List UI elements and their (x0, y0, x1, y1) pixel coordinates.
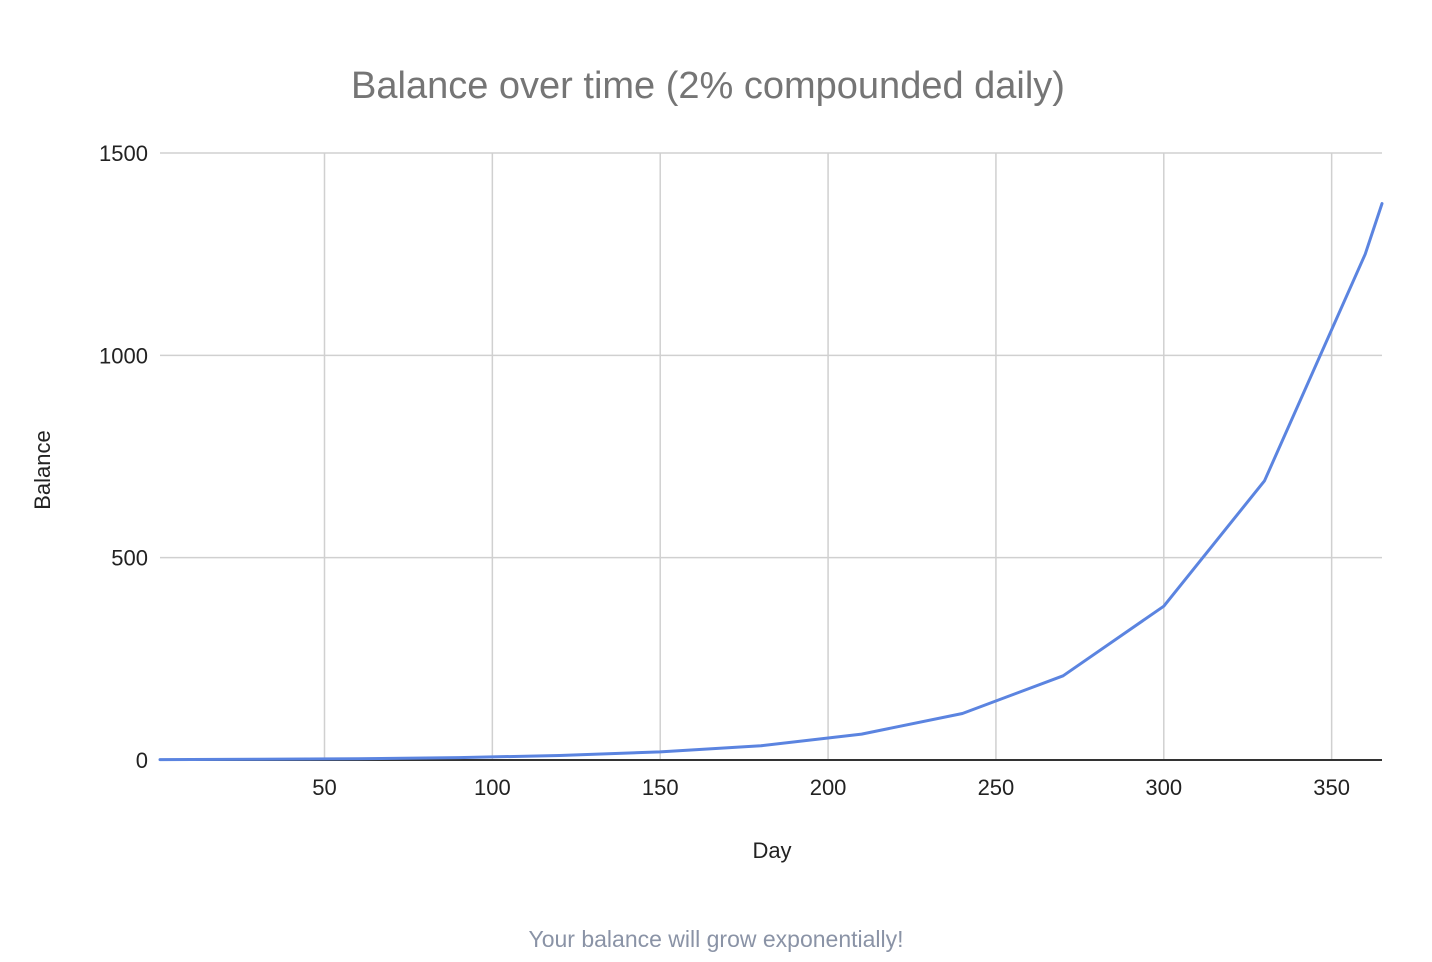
series-group (158, 202, 1384, 762)
y-tick-labels: 0 500 1000 1500 (99, 141, 148, 773)
chart-title: Balance over time (2% compounded daily) (351, 65, 1065, 107)
x-tick-250: 250 (978, 775, 1015, 800)
x-tick-300: 300 (1145, 775, 1182, 800)
y-tick-0: 0 (136, 748, 148, 773)
x-axis-label: Day (752, 838, 791, 863)
x-tick-100: 100 (474, 775, 511, 800)
chart-caption: Your balance will grow exponentially! (528, 926, 904, 952)
x-gridlines (323, 153, 1333, 760)
x-tick-200: 200 (810, 775, 847, 800)
y-gridlines (160, 152, 1382, 761)
y-tick-1000: 1000 (99, 343, 148, 368)
x-tick-150: 150 (642, 775, 679, 800)
x-tick-50: 50 (312, 775, 336, 800)
y-axis-label: Balance (30, 430, 55, 510)
y-tick-500: 500 (111, 546, 148, 571)
x-tick-labels: 50 100 150 200 250 300 350 (312, 775, 1350, 800)
series-line-0 (158, 202, 1384, 762)
y-tick-1500: 1500 (99, 141, 148, 166)
x-tick-350: 350 (1313, 775, 1350, 800)
